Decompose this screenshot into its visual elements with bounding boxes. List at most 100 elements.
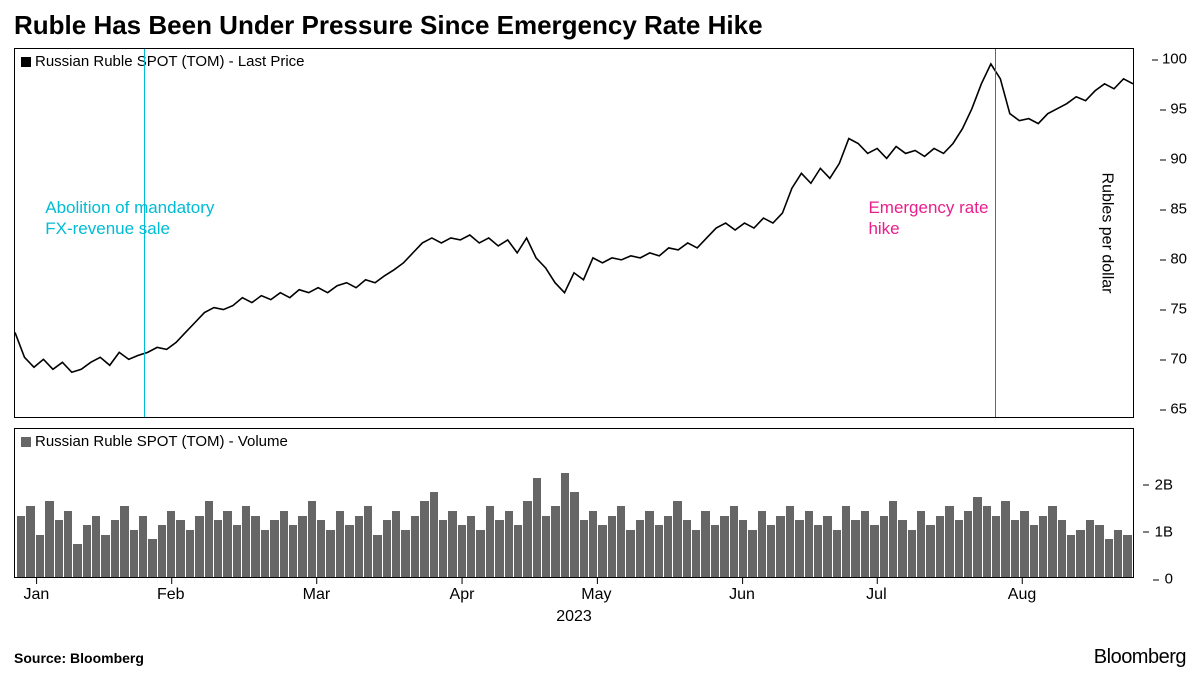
- volume-bar: [1020, 511, 1028, 577]
- volume-bar: [1114, 530, 1122, 577]
- volume-bar: [861, 511, 869, 577]
- volume-bar: [964, 511, 972, 577]
- chart-title: Ruble Has Been Under Pressure Since Emer…: [0, 0, 1200, 47]
- legend-square-icon: [21, 437, 31, 447]
- volume-bar: [64, 511, 72, 577]
- volume-bar: [608, 516, 616, 577]
- volume-bar: [617, 506, 625, 577]
- volume-bar: [1011, 520, 1019, 577]
- x-tick-month: Jan: [23, 586, 49, 604]
- volume-bar: [626, 530, 634, 577]
- volume-bar: [120, 506, 128, 577]
- bloomberg-logo: Bloomberg: [1094, 646, 1186, 669]
- volume-bar: [917, 511, 925, 577]
- volume-bar: [448, 511, 456, 577]
- volume-bar: [83, 525, 91, 577]
- volume-bar: [523, 501, 531, 577]
- event-marker-line: [995, 49, 996, 417]
- volume-bar: [870, 525, 878, 577]
- volume-bar: [45, 501, 53, 577]
- volume-bar: [1001, 501, 1009, 577]
- volume-bar: [711, 525, 719, 577]
- volume-bar: [233, 525, 241, 577]
- volume-bar: [270, 520, 278, 577]
- x-tick-month: Mar: [303, 586, 331, 604]
- volume-bar: [692, 530, 700, 577]
- volume-bar: [945, 506, 953, 577]
- price-y-tick: 100: [1162, 51, 1187, 68]
- x-tick-month: Jul: [866, 586, 886, 604]
- volume-bar: [111, 520, 119, 577]
- volume-bar: [148, 539, 156, 577]
- volume-bar: [551, 506, 559, 577]
- volume-bar: [842, 506, 850, 577]
- volume-bar: [908, 530, 916, 577]
- volume-bar: [561, 473, 569, 577]
- volume-bar: [898, 520, 906, 577]
- volume-bar: [955, 520, 963, 577]
- volume-bar: [805, 511, 813, 577]
- price-y-tick: 95: [1170, 101, 1187, 118]
- price-chart-panel: Russian Ruble SPOT (TOM) - Last Price Ab…: [14, 48, 1134, 418]
- volume-bar: [936, 516, 944, 577]
- volume-bar: [326, 530, 334, 577]
- footer: Source: Bloomberg Bloomberg: [14, 646, 1186, 669]
- volume-bar: [467, 516, 475, 577]
- volume-bar: [814, 525, 822, 577]
- volume-bar: [439, 520, 447, 577]
- volume-bar: [92, 516, 100, 577]
- event-annotation: Abolition of mandatoryFX-revenue sale: [45, 197, 214, 240]
- volume-bar: [195, 516, 203, 577]
- volume-bar: [251, 516, 259, 577]
- x-tick-month: Aug: [1008, 586, 1036, 604]
- volume-bar: [383, 520, 391, 577]
- volume-bar: [139, 516, 147, 577]
- volume-bar: [889, 501, 897, 577]
- volume-bar: [570, 492, 578, 577]
- price-y-tick: 80: [1170, 251, 1187, 268]
- volume-legend: Russian Ruble SPOT (TOM) - Volume: [21, 433, 288, 450]
- volume-bar: [308, 501, 316, 577]
- volume-bar: [420, 501, 428, 577]
- volume-bar: [505, 511, 513, 577]
- volume-bar: [26, 506, 34, 577]
- volume-bar: [336, 511, 344, 577]
- volume-bar: [983, 506, 991, 577]
- volume-bar: [430, 492, 438, 577]
- source-text: Source: Bloomberg: [14, 650, 144, 666]
- event-annotation: Emergency ratehike: [868, 197, 988, 240]
- volume-bars: [17, 459, 1131, 577]
- volume-bar: [1048, 506, 1056, 577]
- price-y-tick: 75: [1170, 301, 1187, 318]
- volume-bar: [1030, 525, 1038, 577]
- volume-bar: [542, 516, 550, 577]
- volume-bar: [345, 525, 353, 577]
- volume-bar: [514, 525, 522, 577]
- volume-legend-label: Russian Ruble SPOT (TOM) - Volume: [35, 433, 288, 450]
- price-y-tick: 85: [1170, 201, 1187, 218]
- volume-bar: [767, 525, 775, 577]
- volume-bar: [580, 520, 588, 577]
- price-y-axis-label: Rubles per dollar: [1098, 173, 1116, 294]
- price-y-tick: 65: [1170, 401, 1187, 418]
- volume-bar: [673, 501, 681, 577]
- volume-bar: [795, 520, 803, 577]
- volume-bar: [205, 501, 213, 577]
- volume-bar: [880, 516, 888, 577]
- volume-bar: [776, 516, 784, 577]
- volume-bar: [683, 520, 691, 577]
- volume-bar: [1076, 530, 1084, 577]
- volume-y-tick: 1B: [1155, 523, 1173, 540]
- volume-bar: [655, 525, 663, 577]
- volume-bar: [130, 530, 138, 577]
- volume-bar: [73, 544, 81, 577]
- volume-bar: [401, 530, 409, 577]
- x-tick-month: May: [581, 586, 611, 604]
- volume-bar: [823, 516, 831, 577]
- volume-bar: [289, 525, 297, 577]
- volume-bar: [786, 506, 794, 577]
- volume-bar: [739, 520, 747, 577]
- volume-y-tick: 0: [1165, 571, 1173, 588]
- volume-bar: [176, 520, 184, 577]
- volume-bar: [701, 511, 709, 577]
